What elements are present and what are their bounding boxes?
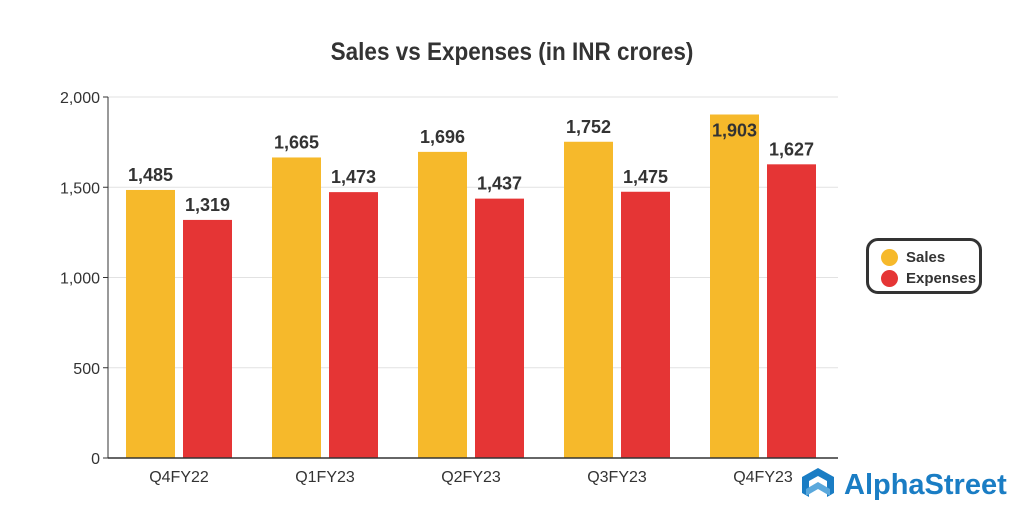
legend-item-sales: Sales (881, 247, 979, 268)
x-tick-label: Q2FY23 (441, 469, 501, 486)
data-label: 1,485 (128, 165, 173, 185)
bar-sales (126, 189, 175, 458)
bar-expenses (475, 198, 524, 458)
bar-expenses (183, 219, 232, 458)
y-tick-label: 0 (91, 451, 100, 468)
bar-sales (564, 141, 613, 458)
expenses-swatch (881, 270, 898, 287)
y-tick-label: 500 (73, 361, 100, 378)
bar-expenses (621, 191, 670, 458)
data-label: 1,696 (420, 127, 465, 147)
x-tick-label: Q1FY23 (295, 469, 355, 486)
x-tick-label: Q4FY22 (149, 469, 209, 486)
bar-expenses (767, 164, 816, 458)
y-tick-label: 1,000 (60, 271, 100, 288)
brand-name: AlphaStreet (844, 468, 1007, 501)
y-tick-label: 1,500 (60, 180, 100, 197)
legend-label: Expenses (906, 270, 977, 287)
data-label: 1,475 (623, 167, 668, 187)
alphastreet-logo: AlphaStreet (800, 466, 1007, 504)
x-tick-label: Q3FY23 (587, 469, 647, 486)
data-label: 1,665 (274, 132, 319, 152)
data-label: 1,627 (769, 139, 814, 159)
legend: Sales Expenses (866, 238, 982, 294)
chart-title: Sales vs Expenses (in INR crores) (330, 38, 694, 66)
logo-icon (802, 468, 834, 497)
bar-sales (418, 151, 467, 458)
y-tick-label: 2,000 (60, 90, 100, 107)
legend-item-expenses: Expenses (881, 268, 979, 289)
data-label: 1,319 (185, 195, 230, 215)
data-label: 1,903 (712, 121, 757, 141)
bar-sales (710, 114, 759, 459)
data-label: 1,437 (477, 174, 522, 194)
legend-label: Sales (906, 249, 946, 266)
data-label: 1,752 (566, 117, 611, 137)
data-label: 1,473 (331, 167, 376, 187)
sales-swatch (881, 249, 898, 266)
bar-expenses (329, 192, 378, 458)
bar-sales (272, 157, 321, 458)
x-tick-label: Q4FY23 (733, 469, 793, 486)
